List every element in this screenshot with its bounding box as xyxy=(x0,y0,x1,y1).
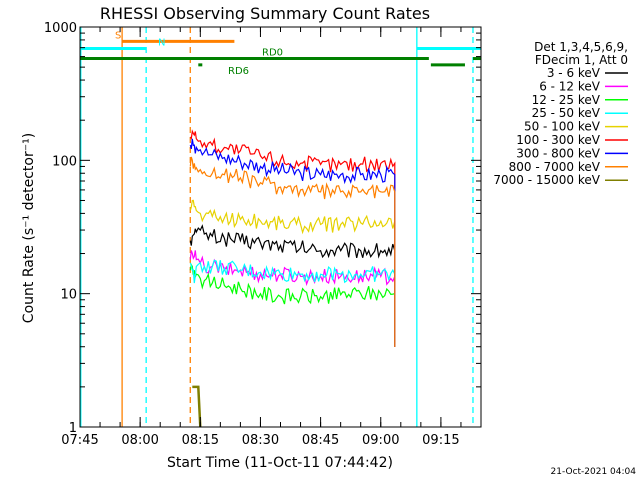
legend-label-6: 300 - 800 keV xyxy=(516,146,600,160)
series-line-8 xyxy=(192,385,202,428)
flag-label-s: S xyxy=(115,30,121,41)
chart-title: RHESSI Observing Summary Count Rates xyxy=(100,4,430,23)
x-tick-label: 09:15 xyxy=(422,433,459,448)
x-tick-label: 08:00 xyxy=(121,433,158,448)
legend-label-2: 12 - 25 keV xyxy=(532,93,601,107)
x-axis-label: Start Time (11-Oct-11 07:44:42) xyxy=(167,455,393,471)
series-line-2 xyxy=(189,263,396,347)
x-tick-label: 08:45 xyxy=(302,433,339,448)
flag-label-rd0: RD0 xyxy=(262,48,283,59)
y-tick-label: 1 xyxy=(69,421,77,436)
legend-label-0: 3 - 6 keV xyxy=(547,66,601,80)
legend-header-line-1: Det 1,3,4,5,6,9, xyxy=(534,40,628,54)
legend-label-8: 7000 - 15000 keV xyxy=(493,173,600,187)
series-line-6 xyxy=(189,138,396,347)
x-tick-label: 08:30 xyxy=(242,433,279,448)
series-line-0 xyxy=(189,224,396,347)
x-tick-label: 09:00 xyxy=(362,433,399,448)
series-line-7 xyxy=(189,156,396,347)
flag-label-n: N xyxy=(158,37,165,48)
plot-frame xyxy=(79,26,482,428)
x-tick-label: 07:45 xyxy=(61,433,98,448)
footer-date: 21-Oct-2021 04:04 xyxy=(551,467,637,477)
plot-area: S N RD0 RD6 1 10 100 1000 07:45 08:00 08:15 08:30 08… xyxy=(44,21,482,448)
legend-header-line-2: FDecim 1, Att 0 xyxy=(535,53,628,67)
y-tick-label: 100 xyxy=(52,154,77,169)
legend-label-7: 800 - 7000 keV xyxy=(509,160,601,174)
legend-label-5: 100 - 300 keV xyxy=(516,133,600,147)
legend-label-1: 6 - 12 keV xyxy=(539,79,601,93)
y-axis-label: Count Rate (s⁻¹ detector⁻¹) xyxy=(21,133,37,323)
legend-label-3: 25 - 50 keV xyxy=(532,106,601,120)
y-tick-label: 1000 xyxy=(44,21,77,36)
flag-label-rd6: RD6 xyxy=(228,66,249,77)
series-line-3 xyxy=(189,259,396,347)
legend-label-4: 50 - 100 keV xyxy=(524,120,601,134)
x-tick-label: 08:15 xyxy=(182,433,219,448)
y-tick-label: 10 xyxy=(60,288,77,303)
series-line-4 xyxy=(189,199,396,347)
legend: Det 1,3,4,5,6,9, FDecim 1, Att 0 3 - 6 k… xyxy=(493,40,628,187)
